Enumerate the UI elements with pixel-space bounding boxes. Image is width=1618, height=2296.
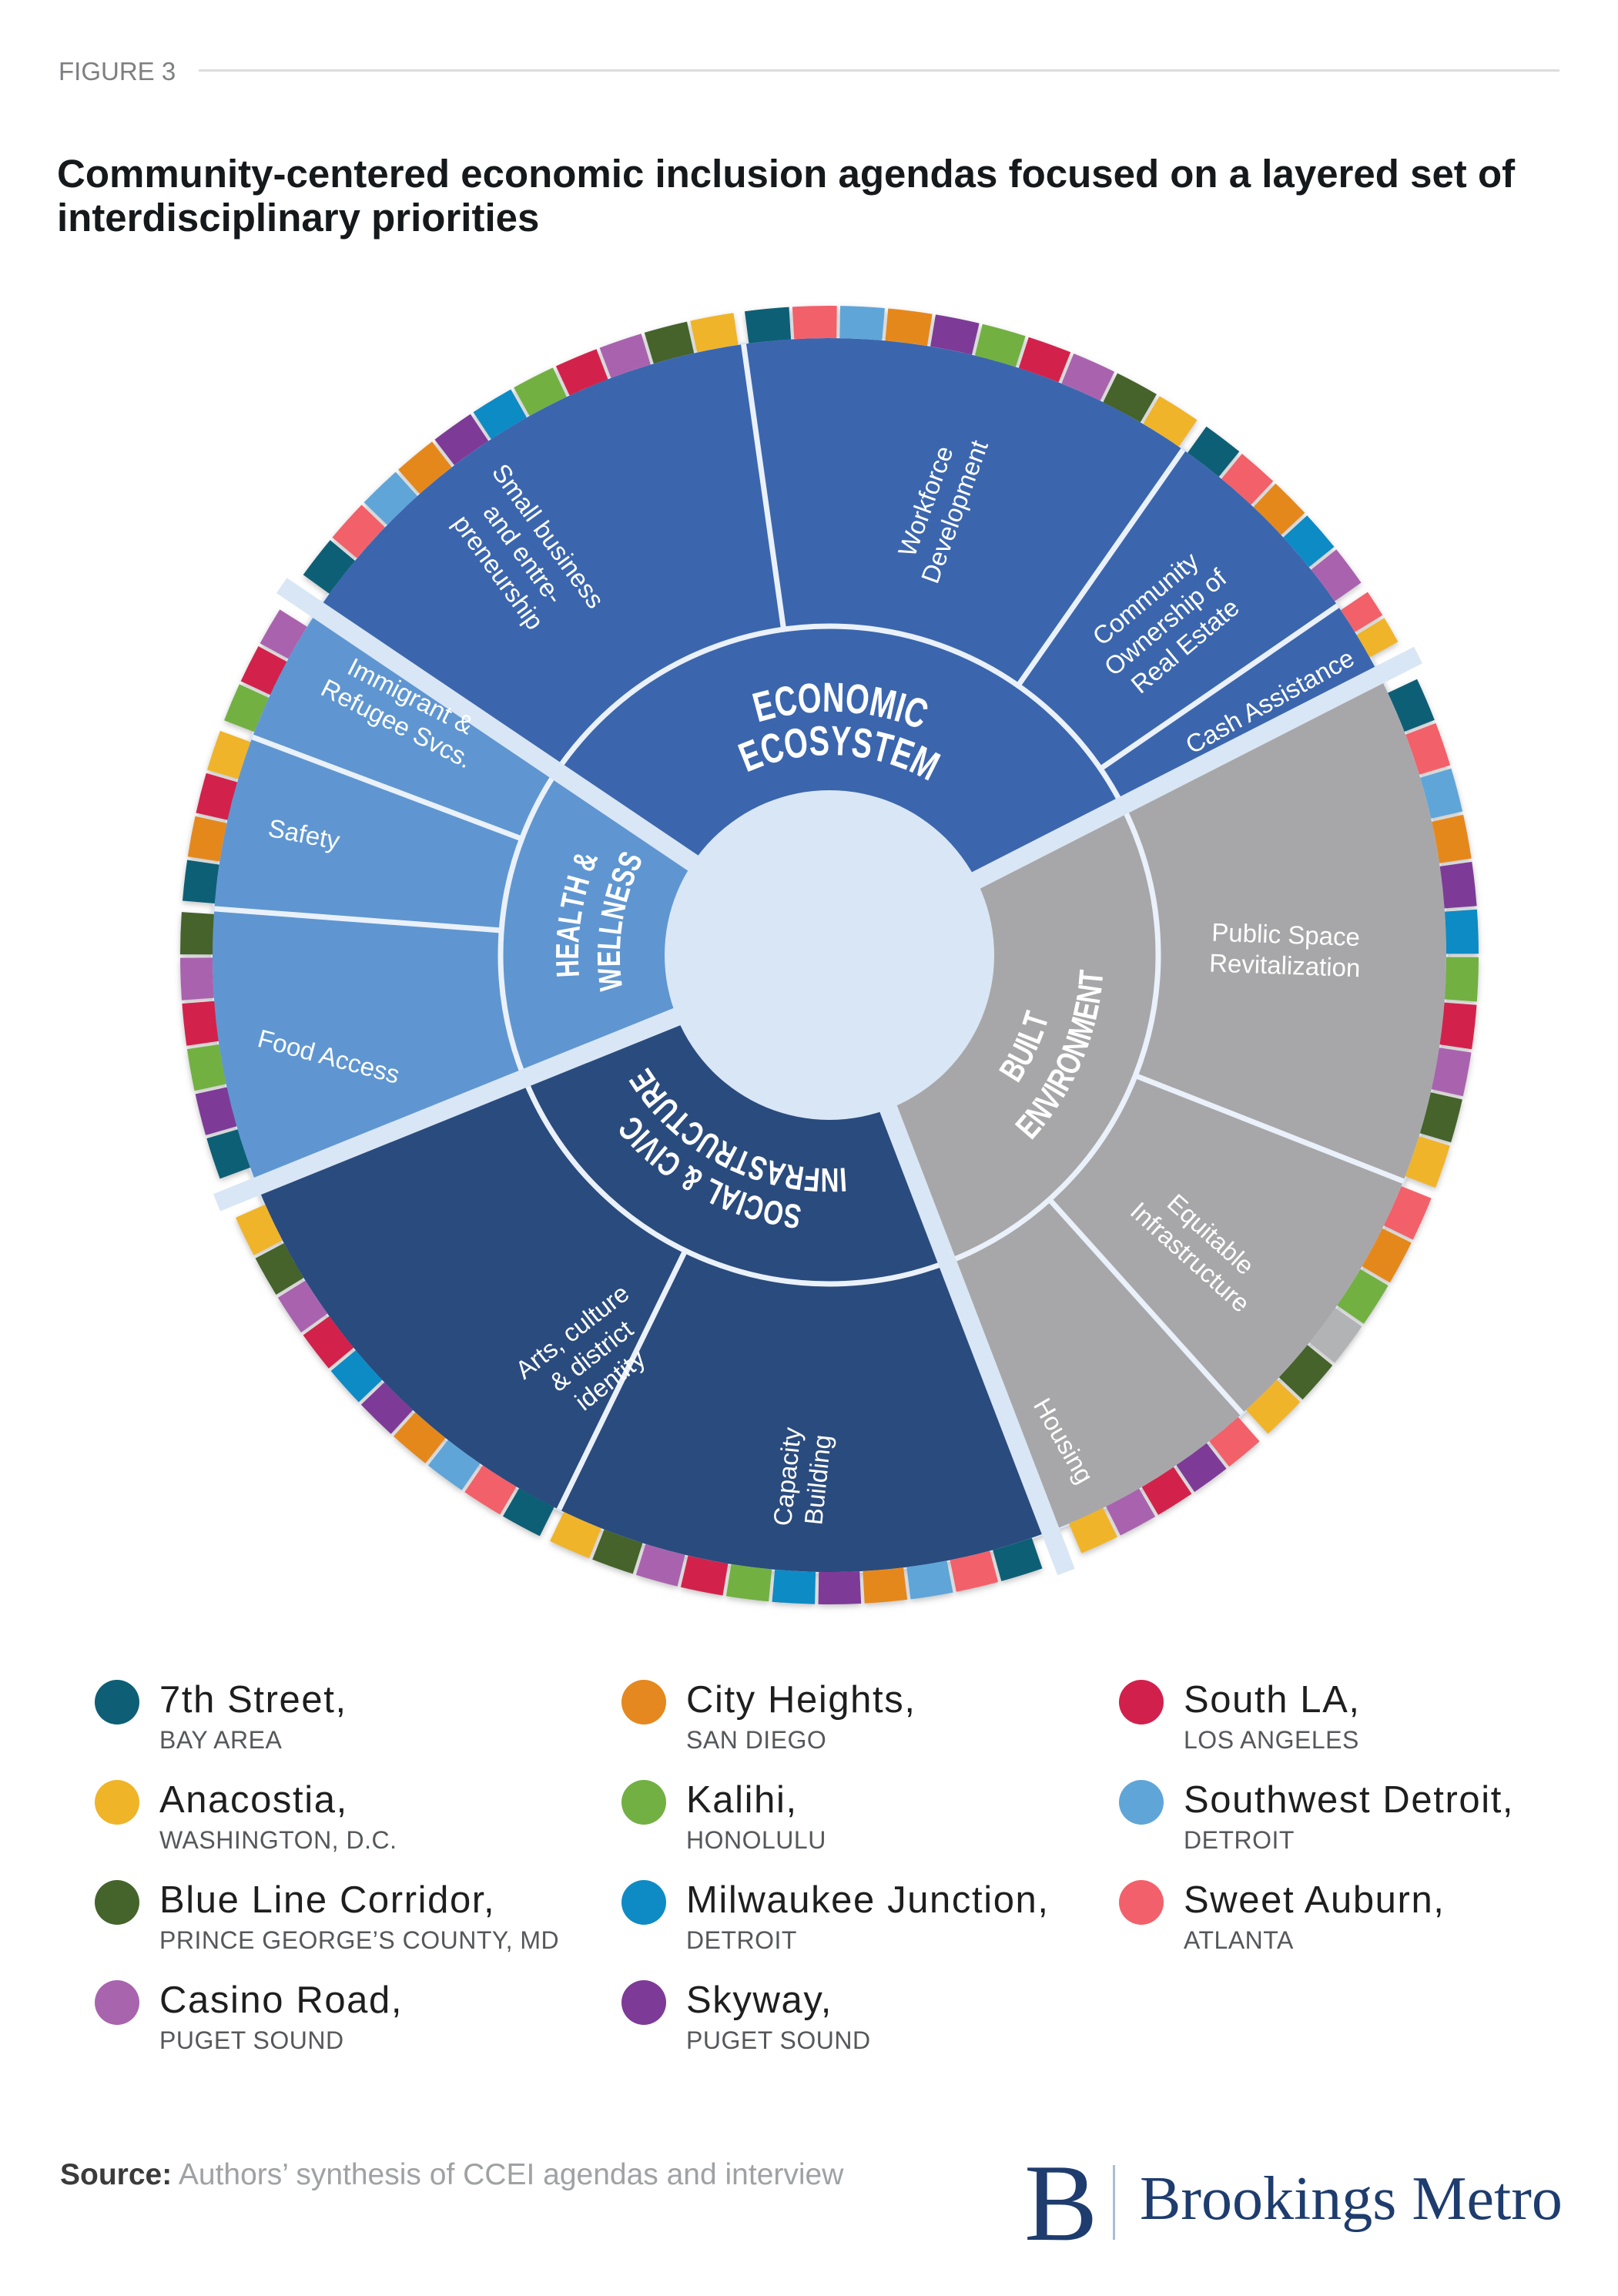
svg-text:E: E — [548, 943, 585, 960]
svg-text:Casino Road,: Casino Road, — [159, 1979, 403, 2021]
svg-text:A: A — [549, 923, 587, 944]
svg-text:Blue Line Corridor,: Blue Line Corridor, — [159, 1879, 495, 1921]
svg-text:Milwaukee Junction,: Milwaukee Junction, — [686, 1879, 1050, 1921]
svg-text:Public Space: Public Space — [1211, 917, 1361, 951]
svg-text:F: F — [803, 1159, 822, 1198]
svg-text:Community-centered economic in: Community-centered economic inclusion ag… — [57, 152, 1516, 196]
svg-text:7th Street,: 7th Street, — [159, 1679, 347, 1721]
svg-text:PUGET SOUND: PUGET SOUND — [159, 2026, 344, 2054]
svg-text:H: H — [548, 959, 586, 978]
svg-text:PUGET SOUND: PUGET SOUND — [686, 2026, 871, 2054]
svg-text:Y: Y — [829, 718, 852, 766]
svg-text:N: N — [822, 675, 845, 722]
svg-text:B: B — [1024, 2142, 1097, 2264]
svg-text:O: O — [843, 675, 872, 725]
svg-text:N: N — [821, 1161, 839, 1198]
svg-text:S: S — [808, 718, 830, 766]
svg-text:DETROIT: DETROIT — [686, 1926, 797, 1954]
svg-text:Anacostia,: Anacostia, — [159, 1779, 348, 1821]
svg-text:WASHINGTON, D.C.: WASHINGTON, D.C. — [159, 1826, 397, 1854]
svg-text:Revitalization: Revitalization — [1209, 948, 1361, 982]
svg-text:interdisciplinary priorities: interdisciplinary priorities — [57, 196, 539, 240]
svg-text:O: O — [796, 675, 823, 723]
svg-text:Brookings Metro: Brookings Metro — [1140, 2165, 1563, 2233]
svg-text:Kalihi,: Kalihi, — [686, 1779, 798, 1821]
svg-text:Source: Authors’ synthesis of: Source: Authors’ synthesis of CCEI agend… — [60, 2158, 844, 2191]
svg-text:South LA,: South LA, — [1184, 1679, 1361, 1721]
svg-text:T: T — [1072, 968, 1110, 987]
svg-text:L: L — [590, 934, 628, 951]
svg-text:E: E — [590, 950, 627, 967]
svg-text:SAN DIEGO: SAN DIEGO — [686, 1726, 826, 1754]
svg-text:LOS ANGELES: LOS ANGELES — [1184, 1726, 1359, 1754]
svg-text:Sweet Auburn,: Sweet Auburn, — [1184, 1879, 1445, 1921]
svg-text:W: W — [591, 966, 629, 993]
svg-text:I: I — [839, 1160, 848, 1198]
svg-text:BAY AREA: BAY AREA — [159, 1726, 283, 1754]
svg-text:ATLANTA: ATLANTA — [1184, 1926, 1294, 1954]
svg-text:PRINCE GEORGE’S COUNTY, MD: PRINCE GEORGE’S COUNTY, MD — [159, 1926, 559, 1954]
svg-text:DETROIT: DETROIT — [1184, 1826, 1295, 1854]
svg-text:City Heights,: City Heights, — [686, 1679, 916, 1721]
svg-text:HONOLULU: HONOLULU — [686, 1826, 826, 1854]
svg-text:FIGURE 3: FIGURE 3 — [59, 57, 176, 85]
svg-text:Southwest Detroit,: Southwest Detroit, — [1184, 1779, 1514, 1821]
svg-text:Skyway,: Skyway, — [686, 1979, 832, 2021]
